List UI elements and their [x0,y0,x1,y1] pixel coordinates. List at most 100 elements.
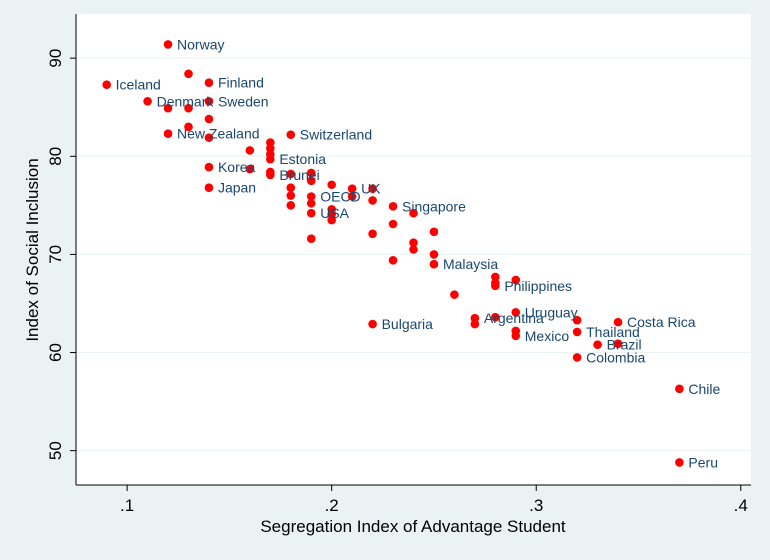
point-29 [184,103,193,113]
point-30 [204,114,214,124]
point-48 [306,199,316,208]
point-sweden-label: Sweden [218,93,269,109]
point-denmark [143,97,152,106]
y-tick-label-80: 80 [46,147,65,166]
point-35 [245,146,255,155]
y-tick-label-60: 60 [46,343,65,362]
point-thailand [572,327,582,337]
point-51 [327,209,336,219]
y-tick-label-90: 90 [46,49,65,68]
x-tick-label-.3: .3 [529,496,543,515]
point-usa-label: USA [320,205,349,221]
point-69 [572,315,582,325]
point-uk-label: UK [361,181,381,197]
point-peru [675,458,684,467]
point-60 [429,250,439,259]
point-64 [491,278,500,288]
data-points [102,40,684,467]
point-61 [388,255,398,265]
point-japan-label: Japan [218,180,256,196]
x-tick-label-.2: .2 [325,496,339,515]
point-45 [368,184,377,193]
point-70 [613,339,623,349]
point-norway-label: Norway [177,36,224,52]
point-korea-label: Korea [218,159,256,175]
point-sweden [204,97,214,106]
point-chile-label: Chile [688,381,720,397]
x-axis-title: Segregation Index of Advantage Student [260,517,566,536]
point-brazil [593,340,602,349]
point-43 [286,183,296,192]
point-28 [163,103,173,113]
gridlines [76,57,751,452]
point-bulgaria [368,319,377,329]
point-bulgaria-label: Bulgaria [382,316,434,332]
point-estonia-label: Estonia [279,151,326,167]
point-31 [184,122,193,132]
point-new-zealand [163,129,173,139]
point-40 [306,168,316,178]
point-japan [204,183,214,192]
x-tick-label-.1: .1 [120,496,134,515]
point-malaysia [429,259,439,269]
point-singapore [388,202,398,211]
point-62 [491,272,500,282]
point-47 [368,196,377,205]
point-argentina [470,313,480,323]
point-68 [511,326,521,336]
point-philippines-label: Philippines [504,278,572,294]
point-new-zealand-label: New Zealand [177,126,260,142]
y-tick-label-50: 50 [46,441,65,460]
point-33 [266,138,275,147]
y-tick-label-70: 70 [46,245,65,264]
point-iceland [102,80,111,89]
point-59 [409,245,418,254]
point-uk [347,184,357,193]
point-korea [204,162,214,172]
point-costa-rica-label: Costa Rica [627,314,696,330]
point-oecd [306,192,316,201]
point-42 [327,180,336,190]
point-finland-label: Finland [218,75,264,91]
point-costa-rica [613,317,623,327]
point-iceland-label: Iceland [116,77,161,93]
point-55 [429,227,439,237]
point-44 [286,191,296,200]
point-finland [204,78,214,87]
x-axis-ticks: .1 .2 .3 .4 [120,485,748,515]
point-54 [388,219,398,229]
point-switzerland-label: Switzerland [300,127,372,143]
point-uruguay-label: Uruguay [525,304,578,320]
point-57 [306,234,316,244]
point-27 [184,69,193,79]
point-denmark-label: Denmark [157,93,215,109]
point-norway [163,40,173,49]
point-52 [409,208,418,218]
point-oecd-label: OECD [320,189,360,205]
point-38 [266,167,275,177]
point-mexico-label: Mexico [525,328,570,344]
point-brunei-label: Brunei [279,167,319,183]
point-chile [675,384,684,394]
point-53 [327,215,336,225]
point-36 [266,150,275,159]
point-67 [491,312,500,322]
point-58 [409,238,418,247]
point-66 [470,319,480,329]
point-49 [286,201,296,210]
point-37 [245,164,255,174]
point-56 [368,229,377,239]
x-tick-label-.4: .4 [734,496,748,515]
point-colombia-label: Colombia [586,349,645,365]
point-46 [347,192,357,201]
point-65 [450,290,459,299]
point-thailand-label: Thailand [586,324,640,340]
point-brazil-label: Brazil [607,337,642,353]
point-32 [204,133,214,142]
point-41 [306,176,316,186]
point-malaysia-label: Malaysia [443,256,498,272]
point-argentina-label: Argentina [484,310,544,326]
point-39 [286,169,296,179]
